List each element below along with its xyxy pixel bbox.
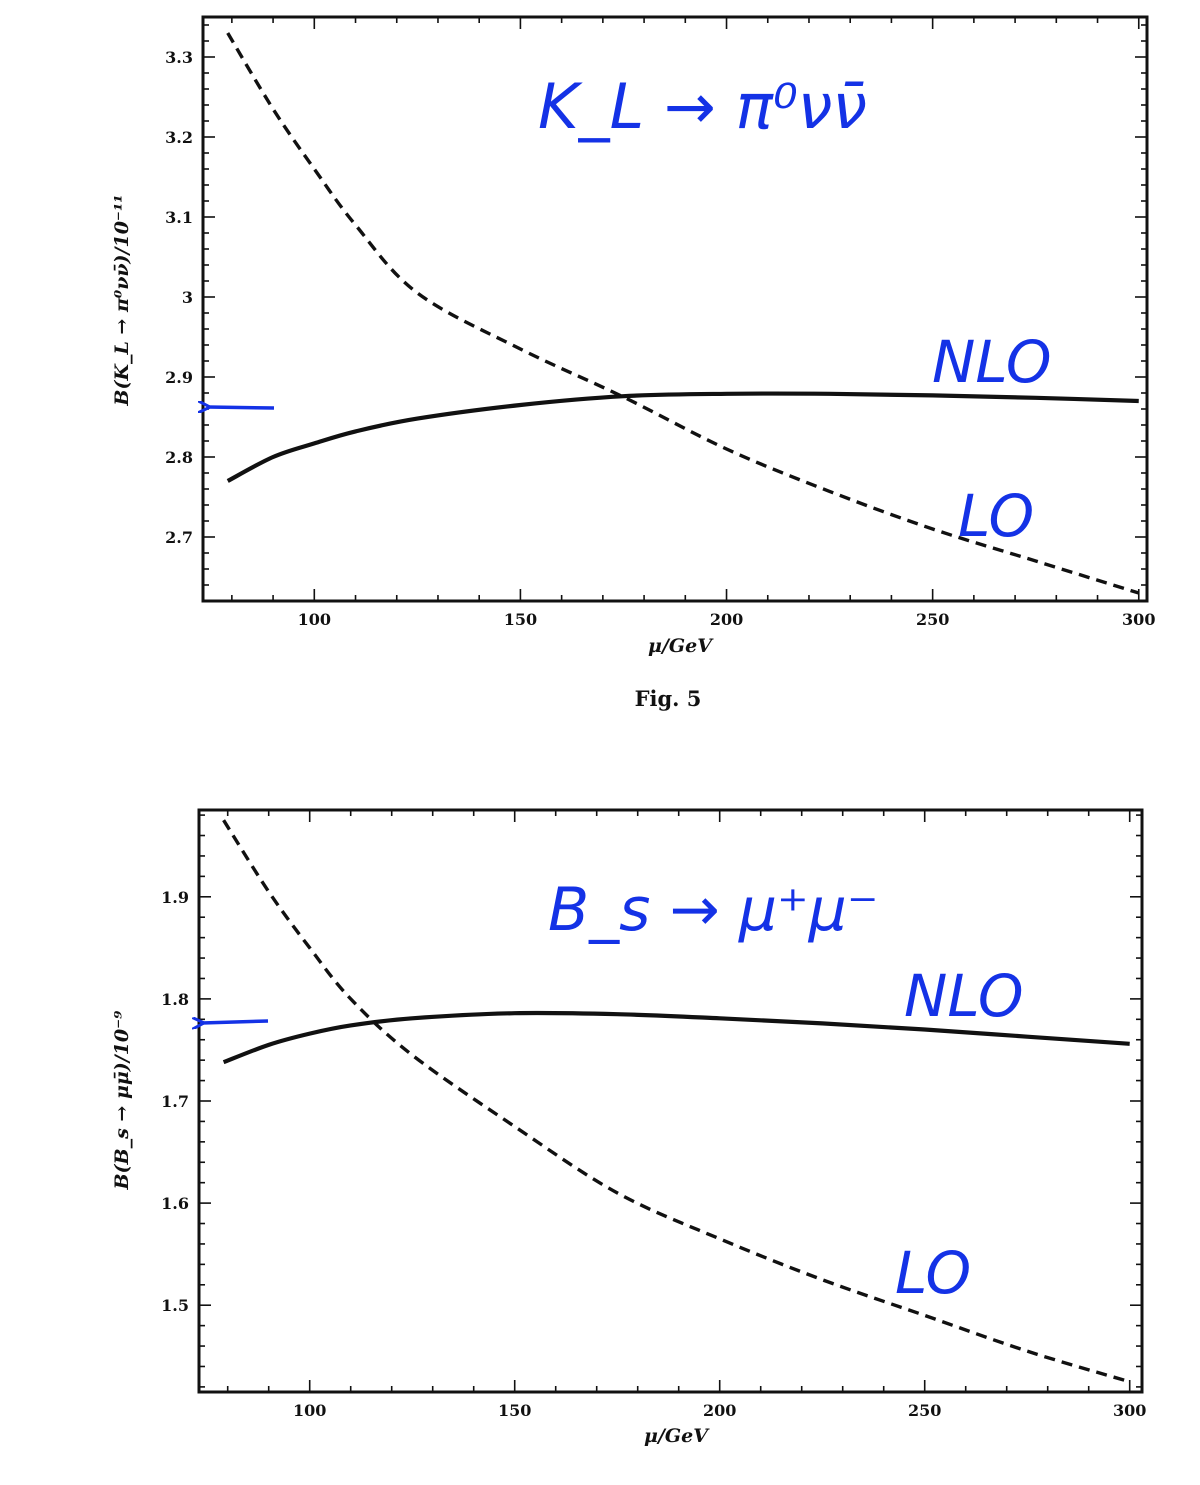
x-tick-label: 300 xyxy=(1122,610,1155,629)
y-tick-label: 3.2 xyxy=(165,128,193,147)
annotation-arrow xyxy=(208,407,275,408)
y-axis-label: B(B_s → μμ̄)/10⁻⁹ xyxy=(111,1010,133,1191)
x-tick-label: 150 xyxy=(498,1401,531,1420)
y-tick-label: 1.8 xyxy=(161,990,189,1009)
y-tick-label: 3.1 xyxy=(165,208,193,227)
x-tick-label: 150 xyxy=(504,610,537,629)
chart-fig6: 100 150 200 250 300 1.5 1.6 1.7 1.8 1.9 μ/GeV B(… xyxy=(111,808,1146,1447)
x-tick-label: 100 xyxy=(293,1401,326,1420)
y-tick-label: 2.9 xyxy=(165,368,193,387)
annotation-arrow xyxy=(202,1021,269,1023)
x-tick-label: 300 xyxy=(1113,1401,1146,1420)
y-tick-label: 1.9 xyxy=(161,888,189,907)
y-tick-label: 2.8 xyxy=(165,448,193,467)
tick-marks xyxy=(203,17,1147,602)
tick-marks xyxy=(199,810,1142,1392)
x-tick-labels: 100 150 200 250 300 xyxy=(298,610,1156,629)
annotation-lo-label: LO xyxy=(895,1239,971,1307)
plot-frame xyxy=(201,15,1149,603)
x-axis-label: μ/GeV xyxy=(644,1425,710,1447)
x-tick-label: 250 xyxy=(908,1401,941,1420)
series-nlo-line xyxy=(222,1010,1130,1065)
y-tick-label: 1.6 xyxy=(161,1194,189,1213)
series-lo-line xyxy=(226,32,1140,595)
y-tick-label: 1.7 xyxy=(161,1092,189,1111)
annotation-lo-label: LO xyxy=(958,482,1034,550)
y-tick-label: 3 xyxy=(182,288,193,307)
x-tick-labels: 100 150 200 250 300 xyxy=(293,1401,1146,1420)
y-axis-label: B(K_L → π⁰νν̄)/10⁻¹¹ xyxy=(111,194,133,406)
x-tick-label: 100 xyxy=(298,610,331,629)
series-nlo-line xyxy=(226,391,1139,483)
chart-fig5: 100 150 200 250 300 2.7 2.8 2.9 3 3.1 3.2 3.3 μ/Ge… xyxy=(111,15,1156,711)
annotation-nlo-label: NLO xyxy=(904,962,1024,1030)
x-axis-label: μ/GeV xyxy=(648,635,714,657)
y-tick-label: 1.5 xyxy=(161,1296,189,1315)
y-tick-label: 2.7 xyxy=(165,528,193,547)
series-lines xyxy=(226,32,1140,595)
annotation-nlo-label: NLO xyxy=(932,328,1052,396)
series-lines xyxy=(222,819,1131,1384)
x-tick-label: 200 xyxy=(710,610,743,629)
figure-caption: Fig. 5 xyxy=(635,686,702,711)
y-tick-labels: 1.5 1.6 1.7 1.8 1.9 xyxy=(161,888,189,1315)
annotation-process: K_L → π⁰νν̄ xyxy=(538,70,867,143)
y-tick-label: 3.3 xyxy=(165,48,193,67)
x-tick-label: 200 xyxy=(703,1401,736,1420)
series-lo-line xyxy=(222,819,1131,1384)
y-tick-labels: 2.7 2.8 2.9 3 3.1 3.2 3.3 xyxy=(165,48,193,547)
x-tick-label: 250 xyxy=(916,610,949,629)
annotation-process: B_s → μ⁺μ⁻ xyxy=(548,875,879,945)
